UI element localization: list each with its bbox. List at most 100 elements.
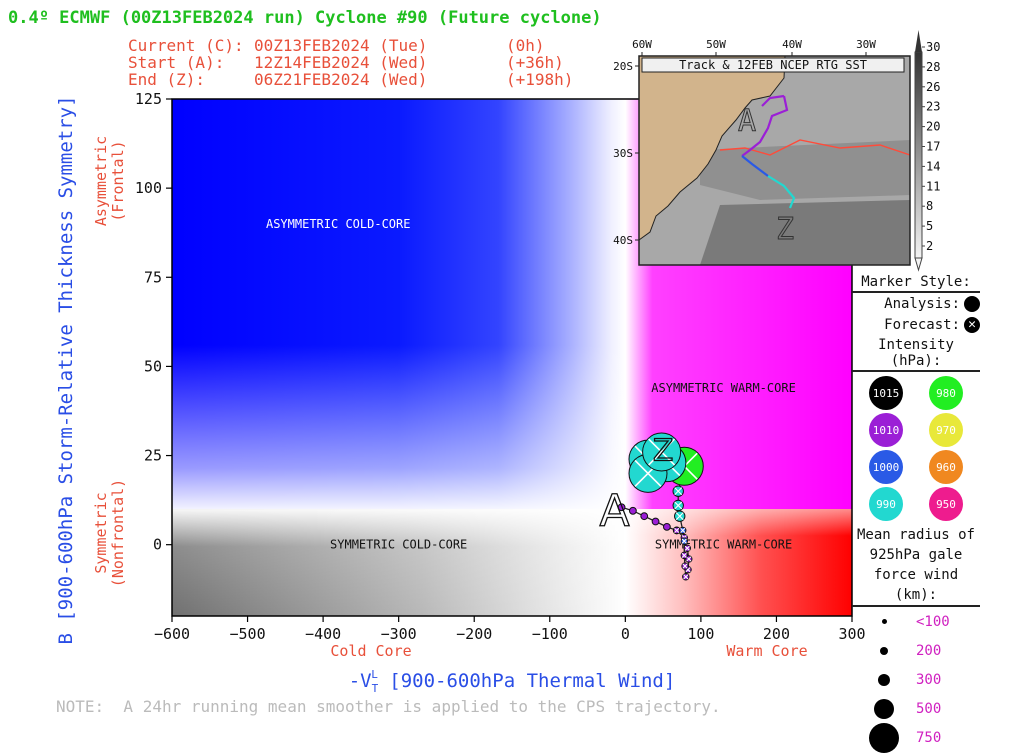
- forecast-marker-icon: ✕: [964, 316, 980, 333]
- end-marker-z: Z: [653, 434, 674, 469]
- colorbar-tick-label: 20: [926, 120, 940, 134]
- axis-ticks: −600 −500 −400 −300 −200 −100 0 100 200 300 0 25 50 7…: [135, 90, 866, 643]
- x-tick-label: −100: [532, 625, 568, 643]
- x-axis-title: -VTL [900-600hPa Thermal Wind]: [349, 668, 676, 695]
- colorbar-tick-label: 2: [926, 239, 933, 253]
- side-label-sym-top: Symmetric: [92, 492, 110, 573]
- phase-space-chart: ASYMMETRIC COLD-CORE ASYMMETRIC WARM-COR…: [55, 30, 940, 695]
- asym-cold-fade: [172, 99, 626, 510]
- analysis-point: [662, 522, 671, 531]
- x-tick-label: 200: [763, 625, 790, 643]
- intensity-swatch: 980: [929, 376, 963, 410]
- inset-lat-labels: 20S 30S 40S: [613, 60, 639, 247]
- inset-track-segment-1010: [741, 95, 789, 157]
- forecast-point: [674, 510, 686, 522]
- colorbar-tick-label: 8: [926, 199, 933, 213]
- wind-radius-title: Mean radius of 925hPa gale force wind (k…: [852, 525, 980, 607]
- inset-colorbar-ticks: 30 28 26 23 20 17 14 11 8 5 2: [922, 40, 940, 253]
- start-marker-a: A: [600, 485, 630, 536]
- colorbar-tick-label: 30: [926, 40, 940, 54]
- inset-end-marker: Z: [776, 212, 794, 247]
- end-label: End (Z):: [128, 70, 206, 89]
- quadrant-label-sym-cold: SYMMETRIC COLD-CORE: [330, 538, 467, 552]
- side-label-sym-bottom: (Nonfrontal): [109, 479, 127, 587]
- intensity-swatch: 990: [869, 487, 903, 521]
- end-date: 06Z21FEB2024 (Wed): [254, 70, 428, 89]
- y-axis-title: B [900-600hPa Storm-Relative Thickness S…: [55, 95, 77, 644]
- x-tick-label: −600: [154, 625, 190, 643]
- x-tick-label: 0: [621, 625, 630, 643]
- wind-radius-row: 750: [852, 722, 980, 753]
- x-tick-label: −200: [456, 625, 492, 643]
- wind-radius-value: 200: [916, 642, 942, 659]
- forecast-point: [681, 562, 689, 570]
- plot-border: [171, 98, 853, 617]
- start-label: Start (A):: [128, 53, 225, 72]
- x-axis-title-sup: L: [371, 668, 378, 681]
- forecast-point-x: [681, 552, 687, 558]
- forecast-point-x: [648, 438, 676, 466]
- inset-lat-label: 20S: [613, 60, 633, 73]
- wind-radius-dot: [881, 619, 887, 624]
- forecast-label: Forecast:: [884, 316, 960, 333]
- analysis-marker-icon: [964, 295, 980, 312]
- wind-radius-dot: [869, 722, 899, 753]
- colorbar-tick-label: 26: [926, 80, 940, 94]
- x-axis-title-sub: T: [372, 682, 379, 695]
- inset-lon-label: 60W: [632, 38, 652, 51]
- inset-lon-label: 30W: [856, 38, 876, 51]
- wind-radius-dot: [878, 673, 890, 686]
- sym-cold-fade: [172, 509, 626, 616]
- wind-radius-value: 300: [916, 671, 942, 688]
- quadrant-backgrounds: [172, 99, 852, 616]
- intensity-legend-item: 950: [916, 487, 976, 521]
- legend: Marker Style: Analysis: Forecast: ✕ Inten…: [852, 274, 980, 753]
- intensity-legend-item: 980: [916, 376, 976, 410]
- intensity-legend-item: 970: [916, 413, 976, 447]
- end-time-line: End (Z): 06Z21FEB2024 (Wed) (+198h): [128, 70, 573, 89]
- wind-radius-dot: [880, 646, 888, 655]
- warm-core-label: Warm Core: [726, 642, 807, 660]
- y-tick-label: 100: [135, 179, 162, 197]
- forecast-point-x: [681, 538, 687, 544]
- side-label-asym-bottom: (Frontal): [109, 140, 127, 221]
- colorbar-tick-label: 17: [926, 140, 940, 154]
- plot-frame: [171, 98, 853, 617]
- inset-colorbar-top-arrow: [915, 30, 922, 52]
- forecast-point-x: [674, 527, 680, 533]
- current-date: 00Z13FEB2024 (Tue): [254, 36, 428, 55]
- x-axis-title-rest: [900-600hPa Thermal Wind]: [378, 670, 675, 692]
- analysis-point: [617, 503, 626, 512]
- inset-start-marker: A: [738, 104, 756, 139]
- colorbar-tick-label: 5: [926, 219, 933, 233]
- forecast-point-x: [683, 574, 689, 580]
- forecast-point: [672, 499, 684, 512]
- wind-radius-row: 500: [852, 694, 980, 723]
- wind-radius-value: <100: [916, 613, 950, 630]
- inset-title-box: [641, 57, 905, 73]
- smoother-note: NOTE: A 24hr running mean smoother is ap…: [56, 697, 721, 716]
- forecast-point: [673, 526, 681, 535]
- start-offset: (+36h): [506, 53, 564, 72]
- forecast-point-x: [674, 487, 683, 496]
- x-tick-label: −300: [381, 625, 417, 643]
- side-label-sym: Symmetric(Nonfrontal): [92, 479, 127, 587]
- wind-radius-legend: <100 200 300 500 750: [852, 607, 980, 753]
- inset-land: [639, 56, 785, 240]
- intensity-swatch: 1010: [869, 413, 903, 447]
- wind-radius-row: 200: [852, 636, 980, 665]
- inset-lat-label: 30S: [613, 147, 633, 160]
- side-label-asym: Asymmetric(Frontal): [92, 136, 127, 226]
- chart-title: 0.4º ECMWF (00Z13FEB2024 run) Cyclone #9…: [8, 8, 602, 28]
- quadrant-label-asym-cold: ASYMMETRIC COLD-CORE: [266, 217, 411, 231]
- start-time-line: Start (A): 12Z14FEB2024 (Wed) (+36h): [128, 53, 564, 72]
- end-offset: (+198h): [506, 70, 574, 89]
- intensity-legend-item: 960: [916, 450, 976, 484]
- forecast-point: [672, 485, 684, 497]
- inset-lon-label: 50W: [706, 38, 726, 51]
- x-axis-title-main: -V: [349, 670, 372, 692]
- inset-track-start: [761, 94, 785, 107]
- intensity-swatch: 1000: [869, 450, 903, 484]
- legend-forecast-row: Forecast: ✕: [852, 314, 980, 335]
- intensity-swatch: 960: [929, 450, 963, 484]
